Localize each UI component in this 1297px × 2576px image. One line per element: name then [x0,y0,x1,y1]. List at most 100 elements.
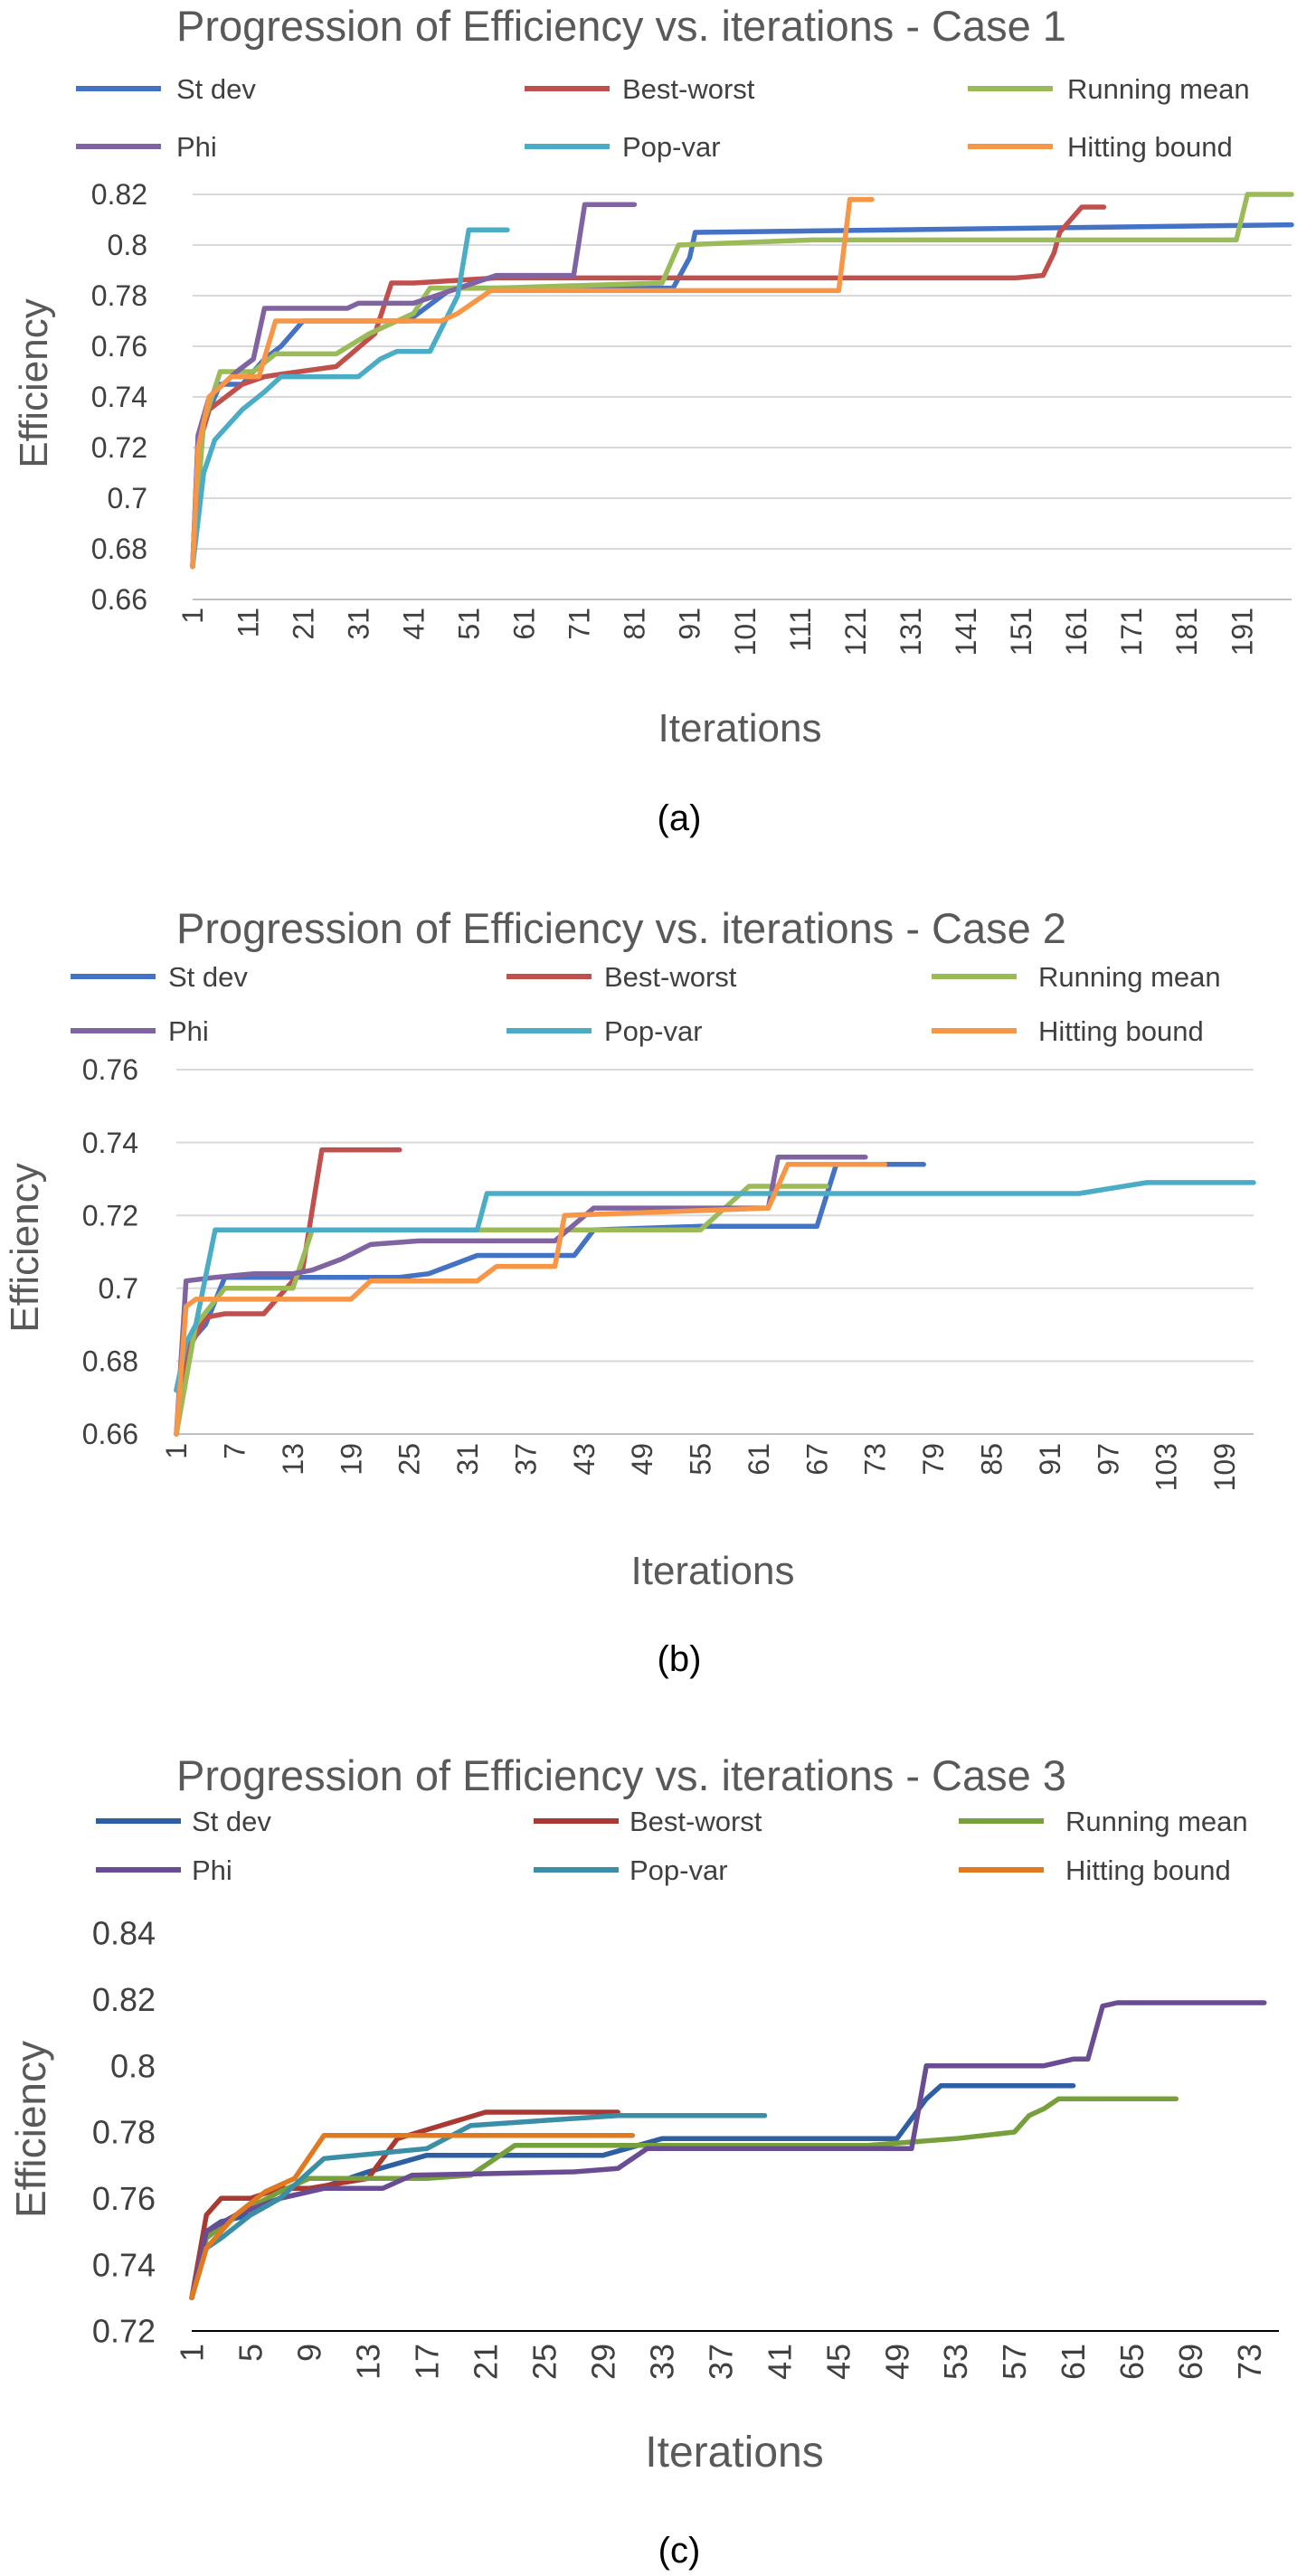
chart-c-x-tick-label: 53 [937,2344,974,2380]
legend-b-st-dev-label: St dev [168,961,248,993]
chart-b-plot: 0.66 0.68 0.7 0.72 0.74 0.76 1 7 13 19 25 31 37 43 49 5… [82,1053,1256,1491]
chart-c-series-phi [189,2000,1267,2301]
chart-c-x-tick-label: 61 [1055,2344,1092,2380]
chart-a-x-tick-label: 31 [342,608,374,640]
chart-c-x-tick-label: 69 [1172,2344,1209,2380]
chart-b-x-tick-label: 109 [1208,1443,1241,1491]
legend-b-hitting-bound-label: Hitting bound [1038,1015,1204,1047]
chart-c-x-tick-label: 25 [525,2344,563,2380]
chart-b-y-tick-label: 0.74 [82,1127,138,1159]
legend-b-phi-label: Phi [168,1015,209,1047]
legend-a-running-mean: Running mean [968,73,1250,105]
chart-a-x-tick-label: 121 [839,608,872,656]
chart-a-y-tick-label: 0.78 [91,279,147,312]
legend-c-st-dev: St dev [96,1806,271,1837]
chart-a-y-tick-label: 0.76 [91,330,147,363]
chart-b-xlabel: Iterations [631,1549,795,1593]
chart-a-x-tick-label: 91 [674,608,706,640]
chart-c-x-tick-label: 13 [350,2344,387,2380]
chart-a: Progression of Efficiency vs. iterations… [12,2,1294,838]
chart-a-x-tick-label: 161 [1060,608,1093,656]
chart-c-y-tick-label: 0.84 [92,1915,156,1952]
chart-c-x-tick-label: 45 [819,2344,857,2380]
chart-b-series-best-worst [174,1146,402,1437]
legend-c-phi: Phi [96,1854,232,1886]
chart-a-x-tick-label: 71 [563,608,596,640]
legend-b-hitting-bound: Hitting bound [932,1015,1204,1047]
chart-a-plot: 0.660.680.70.720.740.760.780.80.821 11 21 3… [91,178,1294,656]
chart-a-y-tick-label: 0.82 [91,178,147,211]
chart-b-x-tick-label: 13 [277,1443,309,1476]
chart-b-x-tick-label: 43 [568,1443,601,1476]
legend-c-best-worst: Best-worst [534,1806,762,1837]
chart-a-x-tick-label: 151 [1005,608,1037,656]
chart-a-y-tick-label: 0.68 [91,533,147,565]
chart-b-x-tick-label: 31 [451,1443,484,1476]
chart-c-y-tick-label: 0.74 [92,2246,156,2283]
chart-b-legend: St dev Best-worst Running mean Phi Pop-v… [71,961,1221,1047]
chart-c: Progression of Efficiency vs. iterations… [7,1751,1279,2571]
chart-c-x-tick-label: 9 [291,2344,328,2362]
chart-a-x-tick-label: 141 [950,608,982,656]
chart-b-x-tick-label: 25 [393,1443,426,1476]
chart-a-caption: (a) [658,798,702,838]
chart-a-series-phi [190,202,638,570]
legend-c-st-dev-label: St dev [192,1806,271,1837]
chart-c-x-tick-label: 21 [467,2344,504,2380]
chart-a-y-tick-label: 0.8 [108,229,147,261]
chart-b-series-pop-var [174,1180,1256,1393]
chart-c-y-tick-label: 0.72 [92,2313,156,2350]
chart-a-series-running-mean [190,192,1294,570]
legend-b-running-mean-label: Running mean [1038,961,1221,993]
chart-b-x-tick-label: 91 [1034,1443,1066,1476]
chart-c-x-tick-label: 1 [174,2344,211,2362]
chart-c-x-tick-label: 49 [878,2344,915,2380]
legend-a-best-worst-label: Best-worst [622,73,755,105]
legend-b-best-worst: Best-worst [506,961,737,993]
chart-c-ylabel: Efficiency [7,2041,54,2218]
chart-b-y-tick-label: 0.68 [82,1345,138,1378]
legend-a-best-worst: Best-worst [525,73,755,105]
legend-a-phi: Phi [76,131,217,163]
chart-b-x-tick-label: 19 [335,1443,367,1476]
chart-c-plot: 0.72 0.74 0.76 0.78 0.8 0.82 0.84 1 5 9 13 17 21 25 29… [92,1915,1279,2380]
legend-a-pop-var-label: Pop-var [622,131,721,163]
legend-c-pop-var: Pop-var [534,1854,728,1886]
chart-a-title: Progression of Efficiency vs. iterations… [176,2,1066,50]
chart-a-x-tick-label: 131 [895,608,927,656]
chart-b-ylabel: Efficiency [3,1163,47,1333]
legend-c-best-worst-label: Best-worst [630,1806,762,1837]
legend-b-phi: Phi [71,1015,209,1047]
chart-a-series-hitting-bound [190,196,875,570]
legend-a-running-mean-label: Running mean [1067,73,1250,105]
chart-a-x-tick-label: 171 [1115,608,1148,656]
chart-c-xlabel: Iterations [645,2429,823,2477]
chart-c-series-pop-var [189,2112,768,2301]
chart-b-title: Progression of Efficiency vs. iterations… [176,904,1066,952]
legend-a-hitting-bound: Hitting bound [968,131,1233,163]
chart-b-x-tick-label: 37 [509,1443,542,1476]
legend-c-running-mean: Running mean [959,1806,1248,1837]
chart-b-y-tick-label: 0.72 [82,1199,138,1231]
chart-b-series-hitting-bound [174,1162,888,1437]
chart-a-x-tick-label: 41 [397,608,430,640]
chart-c-x-tick-label: 57 [996,2344,1033,2380]
chart-b-x-tick-label: 1 [160,1443,193,1459]
chart-c-caption: (c) [658,2531,701,2571]
chart-b-caption: (b) [658,1639,702,1679]
chart-c-title: Progression of Efficiency vs. iterations… [176,1751,1066,1799]
chart-c-x-tick-label: 33 [643,2344,680,2380]
chart-b-y-tick-label: 0.7 [99,1272,138,1305]
chart-a-y-tick-label: 0.74 [91,381,147,413]
chart-a-x-tick-label: 191 [1226,608,1258,656]
chart-b-x-tick-label: 49 [626,1443,658,1476]
chart-b-x-tick-label: 97 [1092,1443,1124,1476]
chart-c-y-tick-label: 0.82 [92,1981,156,2018]
chart-a-x-tick-label: 1 [176,608,209,624]
chart-a-x-tick-label: 181 [1170,608,1203,656]
legend-b-pop-var: Pop-var [506,1015,703,1047]
chart-a-x-tick-label: 101 [729,608,762,656]
chart-a-x-tick-label: 81 [619,608,651,640]
chart-b-x-tick-label: 85 [975,1443,1008,1476]
